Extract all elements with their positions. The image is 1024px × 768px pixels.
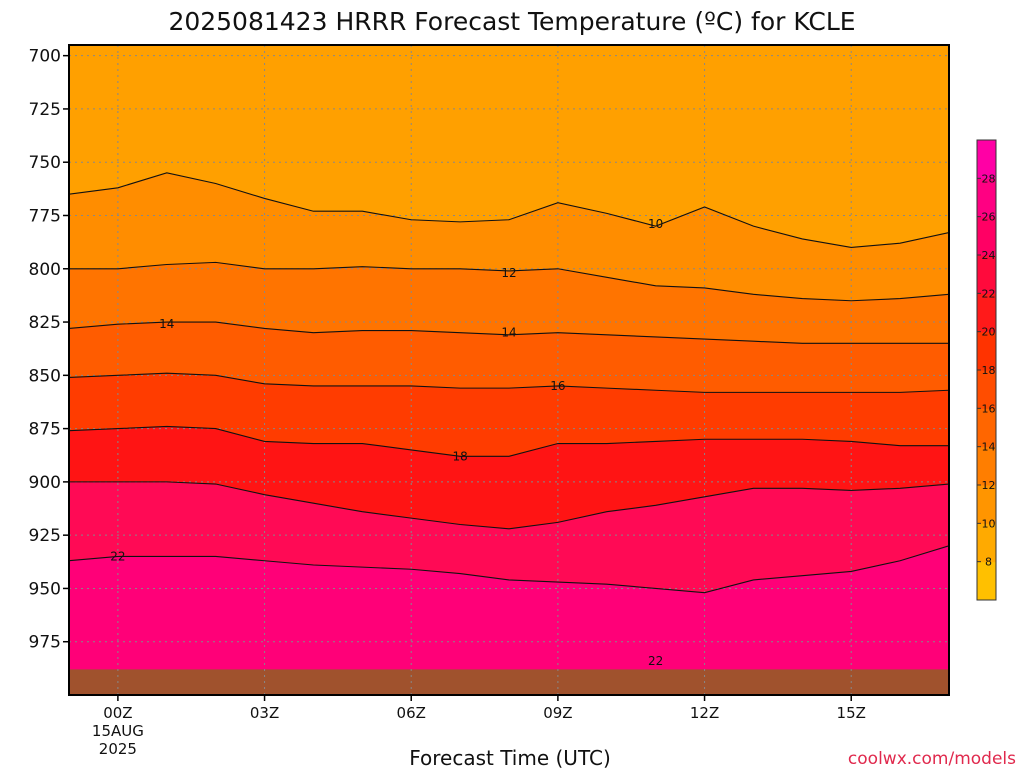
colorbar-segment-9 [977,216,996,256]
colorbar-segment-0 [977,561,996,601]
y-tick-label-800: 800 [29,260,61,280]
x-tick-label-0-0: 00Z [103,704,132,722]
contour-label-18: 18 [452,449,467,463]
y-tick-label-850: 850 [29,366,61,386]
colorbar-label-18: 18 [982,364,996,377]
contour-line-14 [69,321,949,344]
y-tick-label-725: 725 [29,100,61,120]
y-tick-label-925: 925 [29,526,61,546]
contour-line-22 [69,545,949,594]
y-tick-label-750: 750 [29,153,61,173]
colorbar-label-20: 20 [982,326,996,339]
x-tick-label-9-0: 09Z [543,704,572,722]
colorbar-label-12: 12 [982,479,996,492]
contour-line-12 [69,261,949,302]
plot-frame [68,44,950,696]
y-tick-label-825: 825 [29,313,61,333]
colorbar: 8 10 12 14 16 18 20 22 24 26 28 [976,139,997,601]
contour-label-16: 16 [550,379,565,393]
x-tick-label-0-2: 2025 [99,740,137,758]
colorbar-segment-2 [977,485,996,524]
contour-label-22: 22 [648,654,663,668]
colorbar-segment-1 [977,523,996,563]
contour-line-18 [69,425,949,457]
contour-label-14: 14 [501,326,516,340]
colorbar-segment-5 [977,370,996,409]
x-tick-label-15-0: 15Z [837,704,866,722]
credit-link[interactable]: coolwx.com/models [848,749,1016,768]
colorbar-segment-4 [977,408,996,448]
band-above-22 [69,545,949,695]
contour-label-14: 14 [159,317,174,331]
colorbar-label-26: 26 [982,211,996,224]
colorbar-segment-3 [977,446,996,486]
y-tick-label-975: 975 [29,633,61,653]
colorbar-label-28: 28 [982,172,996,185]
y-tick-label-900: 900 [29,473,61,493]
x-axis-title: Forecast Time (UTC) [409,746,611,768]
contour-label-10: 10 [648,217,663,231]
contour-line-10 [69,172,949,249]
axes: 70072575077580082585087590092595097500Z1… [29,47,866,758]
colorbar-label-16: 16 [982,402,996,415]
ground-terrain [69,669,949,695]
colorbar-segment-10 [977,178,996,218]
colorbar-label-14: 14 [982,441,996,454]
colorbar-segment-8 [977,255,996,294]
y-tick-label-875: 875 [29,420,61,440]
y-tick-label-700: 700 [29,47,61,67]
contour-line-20 [69,481,949,530]
colorbar-label-10: 10 [982,517,996,530]
colorbar-label-22: 22 [982,287,996,300]
colorbar-label-8: 8 [985,556,992,569]
x-tick-label-6-0: 06Z [397,704,426,722]
contour-line-16 [69,372,949,393]
x-tick-label-0-1: 15AUG [92,722,144,740]
y-tick-label-775: 775 [29,206,61,226]
chart-title: 2025081423 HRRR Forecast Temperature (ºC… [168,7,855,36]
contour-label-12: 12 [501,266,516,280]
contour-label-22: 22 [110,549,125,563]
colorbar-segment-7 [977,293,996,333]
x-tick-label-12-0: 12Z [690,704,719,722]
plot-area: 10 12 14 14 16 18 22 22 [69,45,949,695]
colorbar-segment-6 [977,331,996,371]
colorbar-segment-11 [977,140,996,179]
y-tick-label-950: 950 [29,579,61,599]
colorbar-label-24: 24 [982,249,996,262]
x-tick-label-3-0: 03Z [250,704,279,722]
